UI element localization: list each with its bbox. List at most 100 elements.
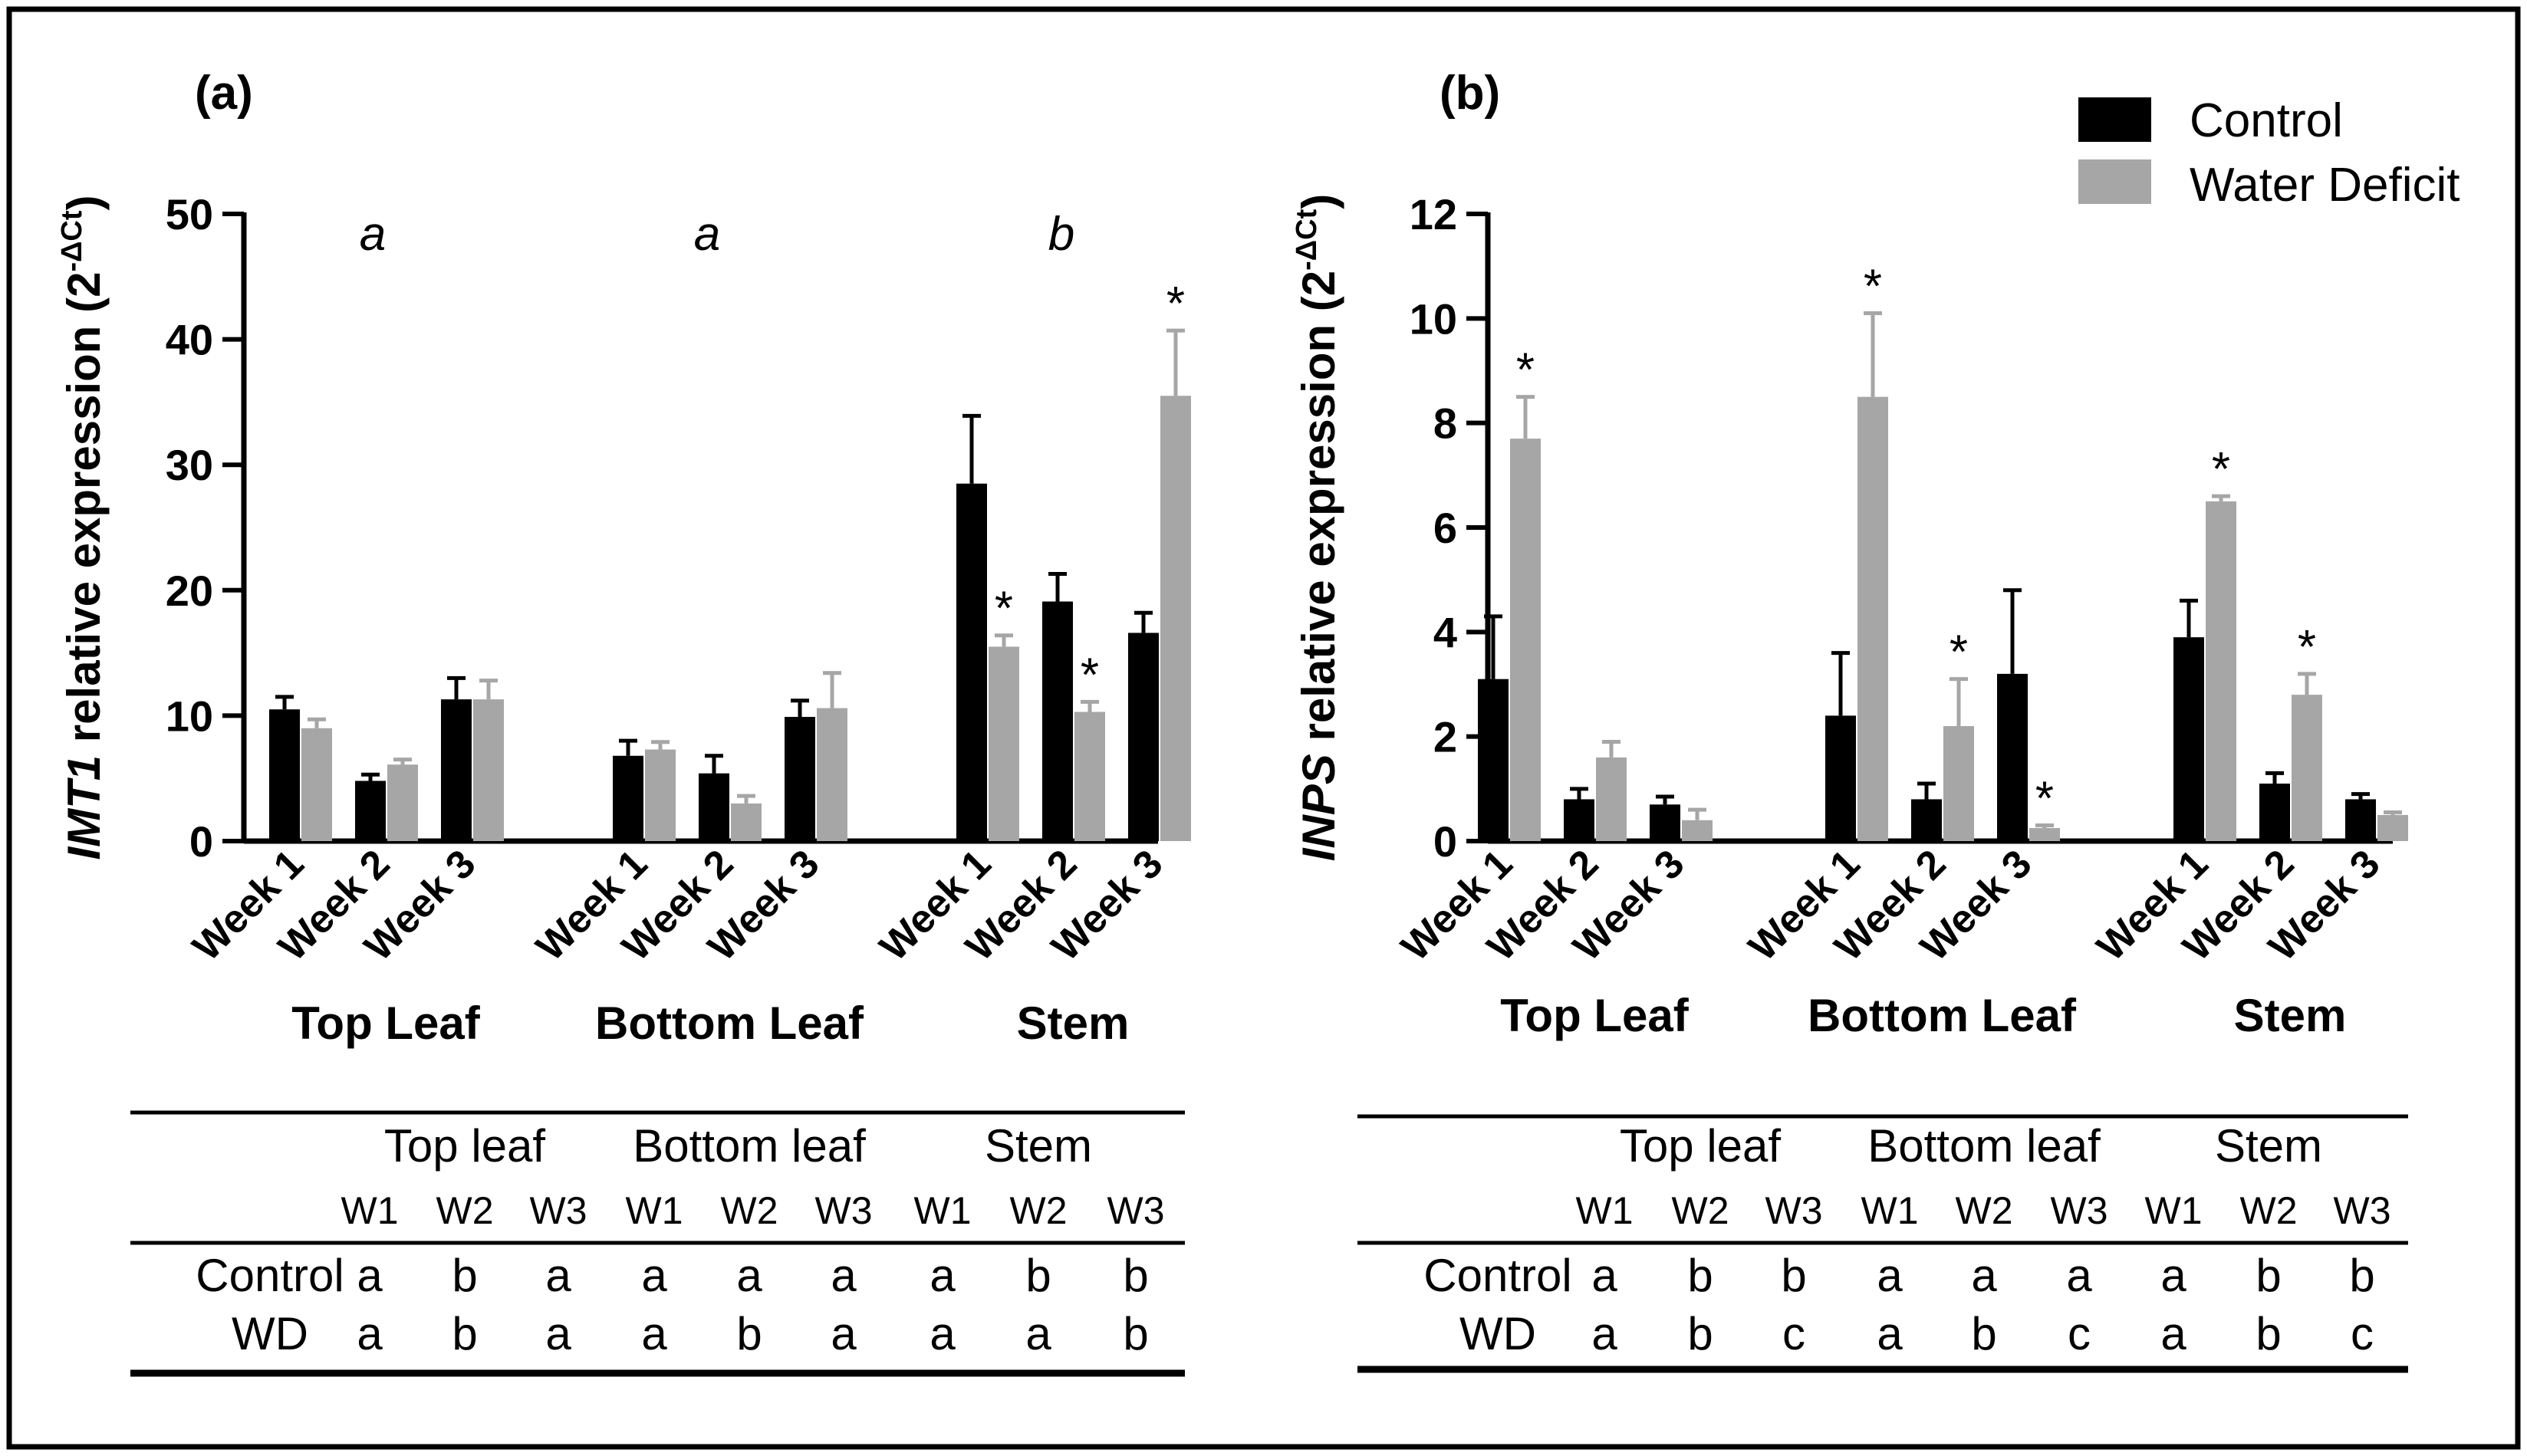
y-tick-label-b-6: 12 <box>1410 190 1457 238</box>
table-subheader-a-8: W2 <box>1010 1189 1068 1232</box>
tissue-label-b-1: Top Leaf <box>1500 990 1690 1041</box>
bar-b-wd-t1-w1 <box>1510 439 1541 841</box>
bar-b-control-t3-w2 <box>2259 784 2290 841</box>
bar-a-control-t3-w2 <box>1042 601 1073 841</box>
table-header-a-3: Stem <box>985 1120 1092 1172</box>
bar-a-control-t1-w3 <box>441 699 472 841</box>
table-cell-a-r1-c2: b <box>452 1250 477 1301</box>
bar-a-control-t2-w2 <box>699 773 729 841</box>
table-cell-a-r2-c4: a <box>641 1308 667 1359</box>
legend-swatch-water-deficit <box>2078 159 2151 204</box>
bar-b-wd-t3-w3 <box>2377 814 2408 841</box>
group-letter-a-1: a <box>360 208 386 261</box>
y-tick-label-b-1: 2 <box>1433 713 1457 761</box>
bar-b-wd-t2-w2 <box>1943 726 1974 841</box>
table-cell-b-r1-c3: b <box>1781 1250 1806 1301</box>
y-axis-label-a: IMT1 relative expression (2-ΔCt) <box>56 195 110 859</box>
table-row-label-b-1: Control <box>1423 1250 1571 1301</box>
table-subheader-a-4: W1 <box>626 1189 683 1232</box>
bar-b-control-t1-w2 <box>1564 799 1594 841</box>
legend-label-water-deficit: Water Deficit <box>2190 159 2460 212</box>
bar-a-wd-t3-w3 <box>1160 396 1191 841</box>
table-cell-b-r1-c9: b <box>2349 1250 2374 1301</box>
bar-b-control-t2-w1 <box>1825 715 1856 841</box>
table-subheader-a-1: W1 <box>341 1189 399 1232</box>
group-letter-a-3: b <box>1048 208 1074 261</box>
y-tick-label-b-3: 6 <box>1433 504 1457 552</box>
table-cell-a-r1-c9: b <box>1123 1250 1148 1301</box>
bar-b-control-t3-w3 <box>2345 799 2376 841</box>
table-cell-b-r1-c7: a <box>2160 1250 2186 1301</box>
sig-star-b-t2-w1: * <box>1864 261 1882 314</box>
table-cell-a-r1-c7: a <box>930 1250 956 1301</box>
table-header-b-3: Stem <box>2215 1120 2322 1172</box>
legend-label-control: Control <box>2190 94 2343 147</box>
table-subheader-a-9: W3 <box>1107 1189 1165 1232</box>
table-cell-a-r2-c2: b <box>452 1308 477 1359</box>
bar-a-wd-t2-w1 <box>645 749 676 841</box>
table-cell-b-r2-c5: b <box>1971 1308 1996 1359</box>
table-cell-a-r2-c9: b <box>1123 1308 1148 1359</box>
tissue-label-b-3: Stem <box>2234 990 2347 1041</box>
bar-a-control-t1-w1 <box>269 709 300 841</box>
table-subheader-a-5: W2 <box>721 1189 778 1232</box>
table-cell-b-r2-c2: b <box>1687 1308 1713 1359</box>
bar-a-control-t2-w3 <box>785 717 815 841</box>
sig-star-b-t2-w3: * <box>2035 773 2054 826</box>
tissue-label-b-2: Bottom Leaf <box>1808 990 2077 1041</box>
table-cell-a-r2-c3: a <box>545 1308 571 1359</box>
table-subheader-b-4: W1 <box>1861 1189 1919 1232</box>
table-row-label-b-2: WD <box>1459 1308 1536 1359</box>
table-cell-a-r2-c8: a <box>1025 1308 1051 1359</box>
table-cell-b-r2-c6: c <box>2068 1308 2091 1359</box>
table-subheader-b-1: W1 <box>1576 1189 1634 1232</box>
table-subheader-b-7: W1 <box>2145 1189 2203 1232</box>
table-subheader-a-2: W2 <box>436 1189 494 1232</box>
sig-star-a-t3-w1: * <box>995 583 1013 636</box>
table-cell-b-r2-c4: a <box>1877 1308 1903 1359</box>
y-tick-label-b-5: 10 <box>1410 294 1457 343</box>
bar-b-control-t1-w3 <box>1650 804 1680 841</box>
table-header-a-2: Bottom leaf <box>633 1120 866 1172</box>
table-cell-b-r2-c7: a <box>2160 1308 2186 1359</box>
group-letter-a-2: a <box>694 208 720 261</box>
legend-swatch-control <box>2078 97 2151 142</box>
table-subheader-b-5: W2 <box>1956 1189 2013 1232</box>
table-cell-a-r2-c7: a <box>930 1308 956 1359</box>
table-cell-a-r2-c6: a <box>831 1308 857 1359</box>
table-row-label-a-1: Control <box>196 1250 344 1301</box>
table-cell-a-r2-c5: b <box>736 1308 762 1359</box>
table-cell-b-r1-c2: b <box>1687 1250 1713 1301</box>
y-tick-label-a-4: 40 <box>166 316 213 364</box>
bar-a-wd-t3-w1 <box>989 646 1019 841</box>
table-header-b-2: Bottom leaf <box>1867 1120 2101 1172</box>
y-tick-label-b-2: 4 <box>1433 608 1457 656</box>
bar-b-wd-t2-w1 <box>1857 396 1888 841</box>
bar-b-wd-t3-w1 <box>2206 501 2236 841</box>
tissue-label-a-3: Stem <box>1017 998 1130 1049</box>
table-cell-b-r2-c9: c <box>2351 1308 2374 1359</box>
table-cell-b-r2-c1: a <box>1591 1308 1617 1359</box>
table-cell-b-r1-c5: a <box>1971 1250 1997 1301</box>
sig-star-b-t3-w2: * <box>2298 621 2316 674</box>
y-tick-label-b-0: 0 <box>1433 817 1457 866</box>
table-header-b-1: Top leaf <box>1620 1120 1781 1172</box>
table-row-label-a-2: WD <box>232 1308 308 1359</box>
y-tick-label-b-4: 8 <box>1433 399 1457 448</box>
sig-star-a-t3-w2: * <box>1081 649 1099 702</box>
bar-a-control-t1-w2 <box>355 781 386 841</box>
bar-a-wd-t1-w1 <box>301 728 332 841</box>
table-cell-a-r1-c5: a <box>736 1250 762 1301</box>
table-cell-b-r2-c8: b <box>2256 1308 2281 1359</box>
y-tick-label-a-0: 0 <box>189 817 213 866</box>
table-subheader-a-6: W3 <box>815 1189 873 1232</box>
legend: Control Water Deficit <box>2078 94 2460 212</box>
bar-a-wd-t1-w2 <box>387 764 418 841</box>
table-cell-a-r1-c8: b <box>1025 1250 1051 1301</box>
y-tick-label-a-3: 30 <box>166 441 213 489</box>
table-cell-b-r1-c4: a <box>1877 1250 1903 1301</box>
bar-b-control-t3-w1 <box>2173 637 2204 841</box>
bar-a-control-t3-w3 <box>1128 633 1159 841</box>
table-subheader-b-8: W2 <box>2240 1189 2298 1232</box>
